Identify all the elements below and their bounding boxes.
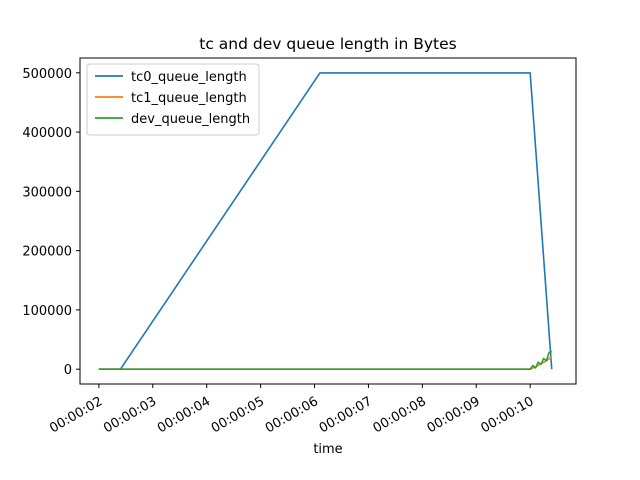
legend-entry: dev_queue_length xyxy=(131,112,250,127)
y-axis: 0 100000 200000 300000 400000 500000 xyxy=(22,67,80,378)
plot-frame xyxy=(79,57,577,385)
y-tick-label: 400000 xyxy=(22,126,72,141)
x-tick-label: 00:00:02 xyxy=(47,394,105,436)
x-tick-label: 00:00:10 xyxy=(479,394,537,436)
x-tick-label: 00:00:06 xyxy=(263,394,321,436)
y-tick-label: 100000 xyxy=(22,304,72,319)
legend-entry: tc0_queue_length xyxy=(131,70,247,85)
x-tick-label: 00:00:03 xyxy=(101,394,159,436)
x-tick-label: 00:00:09 xyxy=(425,394,483,436)
x-tick-label: 00:00:05 xyxy=(209,394,267,436)
chart-title: tc and dev queue length in Bytes xyxy=(199,35,456,53)
legend: tc0_queue_length tc1_queue_length dev_queu… xyxy=(86,63,260,136)
legend-entry: tc1_queue_length xyxy=(131,91,247,106)
series-line-tc1_queue_length xyxy=(98,356,553,370)
legend-box xyxy=(86,63,260,136)
x-axis: 00:00:0200:00:0300:00:0400:00:0500:00:06… xyxy=(47,384,537,436)
x-tick-label: 00:00:08 xyxy=(371,394,429,436)
y-tick-label: 500000 xyxy=(22,67,72,82)
plot-lines xyxy=(98,72,553,370)
x-axis-label: time xyxy=(313,442,342,457)
y-tick-label: 200000 xyxy=(22,245,72,260)
y-tick-label: 300000 xyxy=(22,185,72,200)
y-tick-label: 0 xyxy=(64,363,72,378)
series-line-dev_queue_length xyxy=(98,350,553,370)
x-tick-label: 00:00:07 xyxy=(317,394,375,436)
x-tick-label: 00:00:04 xyxy=(155,394,213,436)
